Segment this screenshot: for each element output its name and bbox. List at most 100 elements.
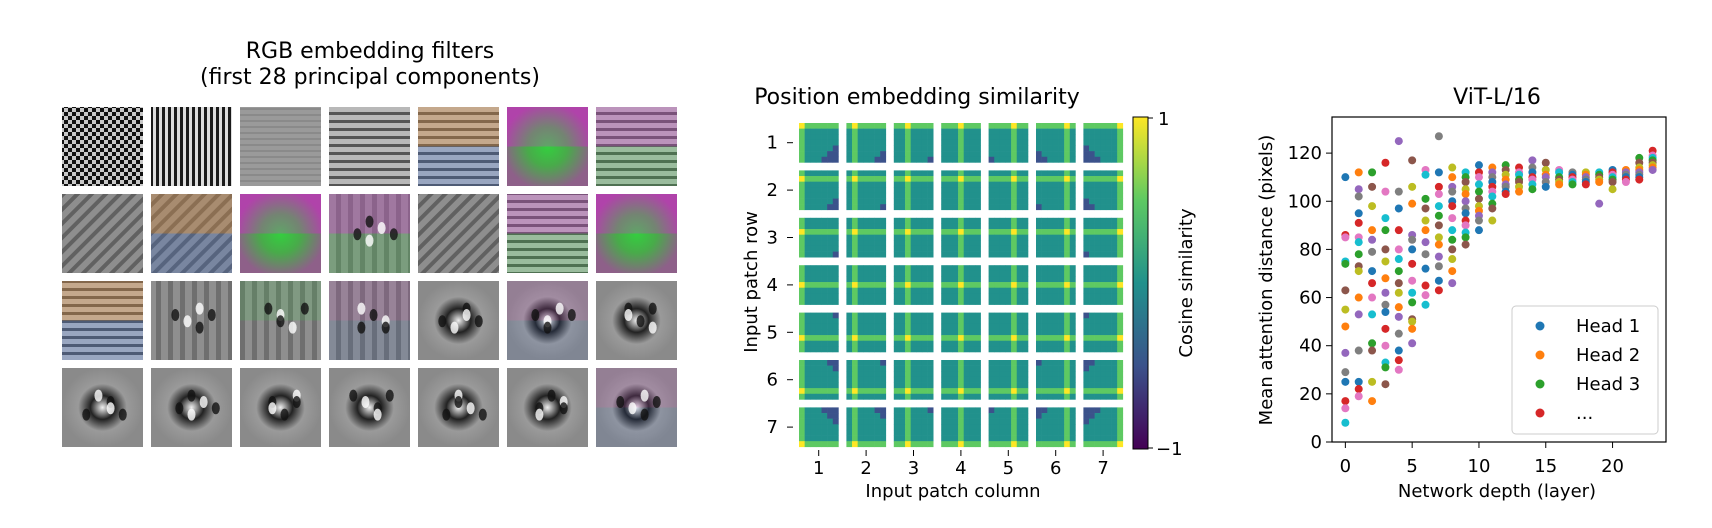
scatter-point (1394, 279, 1403, 288)
scatter-point (1368, 279, 1377, 288)
scatter-point (1394, 312, 1403, 321)
similarity-tile (846, 360, 887, 400)
filter-thumbnail (240, 368, 321, 447)
scatter-point (1341, 233, 1350, 242)
filter-thumbnail (507, 368, 588, 447)
scatter-point (1368, 202, 1377, 211)
scatter-point (1434, 286, 1443, 295)
similarity-tile (799, 170, 839, 211)
x-tick-label: 7 (1097, 458, 1108, 479)
scatter-point (1421, 300, 1430, 309)
scatter-point (1368, 235, 1377, 244)
similarity-tile (846, 123, 887, 163)
similarity-tile (893, 265, 934, 305)
similarity-tile (1083, 407, 1124, 448)
similarity-tile (1083, 312, 1124, 353)
scatter-point (1474, 161, 1483, 170)
scatter-point (1474, 187, 1483, 196)
x-tick-label: 6 (1050, 458, 1061, 479)
filter-thumbnail (151, 107, 232, 186)
position-similarity-title: Position embedding similarity (754, 85, 1080, 110)
scatter-point (1461, 178, 1470, 186)
y-tick-label: 100 (1288, 191, 1322, 212)
scatter-point (1381, 187, 1390, 196)
similarity-tile (799, 360, 839, 400)
rgb-filters-title-line2: (first 28 principal components) (200, 65, 540, 90)
scatter-point (1434, 252, 1443, 261)
scatter-point (1434, 233, 1443, 242)
filter-thumbnail (596, 281, 677, 360)
scatter-point (1434, 240, 1443, 249)
filter-thumbnail (240, 194, 321, 273)
similarity-tile (1036, 123, 1076, 163)
similarity-tile (1036, 265, 1076, 305)
scatter-point (1421, 281, 1430, 290)
filter-thumbnail (151, 281, 232, 360)
scatter-point (1394, 204, 1403, 213)
filter-thumbnail (240, 281, 321, 360)
scatter-point (1394, 226, 1403, 235)
scatter-point (1394, 288, 1403, 297)
scatter-point (1474, 194, 1483, 203)
similarity-tile (988, 217, 1029, 258)
filter-thumbnail (418, 107, 499, 186)
scatter-point (1341, 404, 1350, 413)
scatter-point (1434, 202, 1443, 211)
scatter-point (1408, 199, 1417, 208)
y-tick-label: 80 (1299, 239, 1322, 260)
y-tick-label: 60 (1299, 288, 1322, 309)
similarity-tile (941, 360, 981, 400)
scatter-point (1448, 245, 1457, 254)
scatter-point (1368, 310, 1377, 319)
similarity-tile (1083, 123, 1124, 163)
x-tick-label: 0 (1340, 456, 1351, 477)
legend-marker (1535, 350, 1545, 360)
scatter-point (1408, 235, 1417, 244)
scatter-point (1421, 216, 1430, 225)
scatter-point (1354, 346, 1363, 355)
x-tick-label: 20 (1601, 456, 1624, 477)
filter-thumbnail (596, 107, 677, 186)
scatter-point (1461, 190, 1470, 199)
scatter-point (1595, 178, 1604, 186)
scatter-point (1354, 192, 1363, 201)
x-tick-label: 4 (955, 458, 966, 479)
similarity-tile (1036, 312, 1076, 353)
scatter-point (1408, 317, 1417, 326)
rgb-filters-title-line1: RGB embedding filters (246, 39, 494, 64)
similarity-tile (1036, 217, 1076, 258)
y-tick-label: 4 (767, 275, 778, 296)
similarity-x-ticks: 1 2 3 4 5 6 7 (813, 450, 1109, 479)
legend-marker (1535, 321, 1545, 331)
scatter-point (1448, 279, 1457, 288)
scatter-point (1488, 216, 1497, 225)
scatter-point (1394, 303, 1403, 312)
scatter-point (1354, 310, 1363, 319)
similarity-tile (988, 123, 1029, 163)
scatter-point (1354, 185, 1363, 194)
filter-thumbnail (62, 107, 143, 186)
scatter-point (1474, 226, 1483, 235)
similarity-tile (846, 217, 887, 258)
scatter-point (1381, 300, 1390, 309)
scatter-point (1341, 377, 1350, 386)
similarity-tile (1083, 217, 1124, 258)
scatter-point (1368, 168, 1377, 177)
scatter-point (1421, 250, 1430, 259)
scatter-point (1381, 257, 1390, 266)
filter-thumbnail (507, 107, 588, 186)
similarity-y-ticks: 1 2 3 4 5 6 7 (767, 133, 793, 438)
scatter-point (1408, 288, 1417, 297)
scatter-point (1408, 259, 1417, 268)
colorbar (1132, 116, 1149, 450)
scatter-point (1434, 211, 1443, 220)
scatter-point (1434, 182, 1443, 191)
scatter-point (1448, 226, 1457, 235)
scatter-point (1461, 209, 1470, 218)
scatter-y-label: Mean attention distance (pixels) (1256, 135, 1277, 426)
legend-label: Head 1 (1576, 316, 1640, 337)
x-tick-label: 5 (1406, 456, 1417, 477)
scatter-point (1408, 298, 1417, 307)
scatter-point (1541, 158, 1550, 167)
similarity-tile (988, 312, 1029, 353)
